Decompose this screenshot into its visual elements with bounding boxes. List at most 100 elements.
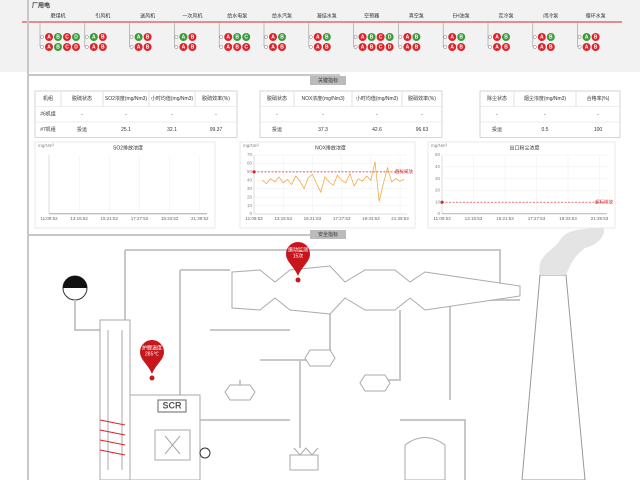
badge-letter: C bbox=[65, 45, 69, 51]
status-badge bbox=[457, 43, 466, 51]
status-badge bbox=[367, 33, 376, 41]
badge-letter: A bbox=[137, 45, 141, 51]
table-cell: 32.1 bbox=[167, 127, 177, 133]
data-line bbox=[262, 161, 405, 202]
table-cell: - bbox=[125, 112, 127, 118]
badge-letter: B bbox=[56, 35, 60, 41]
table-cell: - bbox=[544, 112, 546, 118]
limit-dot bbox=[440, 200, 444, 204]
table-cell: - bbox=[171, 112, 173, 118]
status-badge bbox=[582, 43, 591, 51]
badge-letter: A bbox=[540, 45, 544, 51]
badge-letter: A bbox=[361, 45, 365, 51]
table-cell: 25.1 bbox=[121, 127, 131, 133]
badge-letter: B bbox=[549, 45, 553, 51]
y-tick-label: 70 bbox=[247, 152, 253, 157]
x-tick-label: 11:09:53 bbox=[433, 216, 451, 221]
badge-letter: B bbox=[56, 45, 60, 51]
table-cell: 99.37 bbox=[210, 127, 223, 133]
status-badge bbox=[376, 33, 385, 41]
section-tag bbox=[310, 76, 346, 85]
x-tick-label: 19:33:53 bbox=[362, 216, 380, 221]
table-cell: 100 bbox=[594, 127, 603, 133]
status-badge bbox=[134, 43, 143, 51]
chart-title: 出口粉尘浓度 bbox=[509, 144, 539, 151]
table-header: NOX浓度(mg/Nm3) bbox=[301, 95, 344, 102]
badge-letter: A bbox=[406, 35, 410, 41]
y-tick-label: 60 bbox=[247, 161, 253, 166]
switch bbox=[84, 35, 89, 39]
badge-letter: B bbox=[459, 35, 463, 41]
table-header: 机组 bbox=[43, 95, 53, 102]
status-badge bbox=[278, 33, 286, 41]
badge-letter: B bbox=[459, 45, 463, 51]
table-cell: 投运 bbox=[77, 126, 87, 133]
y-tick-label: 50 bbox=[435, 152, 441, 157]
switch bbox=[308, 45, 313, 49]
table-cell: - bbox=[81, 112, 83, 118]
switch bbox=[264, 45, 268, 49]
x-tick-label: 15:21:53 bbox=[496, 216, 514, 221]
badge-letter: B bbox=[415, 45, 419, 51]
unit-name: 送风机 bbox=[140, 12, 155, 19]
status-badge bbox=[591, 33, 600, 41]
table bbox=[259, 90, 443, 138]
status-badge bbox=[412, 43, 421, 51]
y-tick-label: 20 bbox=[247, 194, 253, 199]
status-badge bbox=[45, 33, 53, 41]
badge-letter: D bbox=[74, 45, 78, 51]
limit-dot bbox=[252, 170, 256, 174]
switch bbox=[443, 35, 448, 39]
badge-letter: C bbox=[379, 45, 383, 51]
status-badge bbox=[179, 33, 188, 41]
status-badge bbox=[546, 33, 555, 41]
badge-letter: C bbox=[379, 35, 383, 41]
status-badge bbox=[502, 33, 510, 41]
table-cell: - bbox=[496, 112, 498, 118]
heater-coils bbox=[99, 419, 126, 456]
x-tick-label: 13:15:53 bbox=[274, 216, 292, 221]
status-badge bbox=[63, 43, 71, 51]
table-cell: 42.6 bbox=[372, 127, 382, 133]
status-badge bbox=[322, 43, 331, 51]
badge-letter: B bbox=[370, 45, 374, 51]
badge-letter: A bbox=[450, 35, 454, 41]
y-tick-label: 20 bbox=[435, 188, 441, 193]
heaters bbox=[224, 349, 391, 401]
switch bbox=[532, 45, 537, 49]
badge-letter: A bbox=[182, 45, 186, 51]
badge-letter: A bbox=[585, 35, 589, 41]
turbine bbox=[231, 265, 521, 315]
status-badge bbox=[89, 33, 98, 41]
y-tick-label: 0 bbox=[437, 211, 440, 216]
y-tick-label: 30 bbox=[435, 176, 441, 181]
scr-box bbox=[157, 399, 187, 413]
table-header: SO2浓度(mg/Nm3) bbox=[105, 95, 148, 102]
pin-title: 振动监测 bbox=[288, 246, 308, 253]
status-badge bbox=[591, 43, 600, 51]
y-tick-label: 50 bbox=[247, 169, 253, 174]
chart-title: SO2排放浓度 bbox=[113, 144, 143, 151]
status-badge bbox=[546, 43, 555, 51]
badge-letter: A bbox=[495, 35, 499, 41]
plant-diagram: SCR bbox=[62, 225, 605, 480]
table-header: 脱硝效率(%) bbox=[408, 95, 436, 102]
status-badge bbox=[45, 43, 53, 51]
table bbox=[479, 90, 621, 138]
x-tick-label: 19:33:52 bbox=[161, 216, 179, 221]
status-badge bbox=[224, 43, 233, 51]
table-cell: #7机组 bbox=[40, 126, 56, 133]
badge-letter: B bbox=[280, 35, 284, 41]
badge-letter: B bbox=[549, 35, 553, 41]
switch bbox=[129, 45, 134, 49]
switch bbox=[219, 35, 224, 39]
status-badge bbox=[224, 33, 233, 41]
x-tick-label: 13:15:52 bbox=[70, 216, 88, 221]
badge-letter: B bbox=[146, 45, 150, 51]
badge-letter: A bbox=[585, 45, 589, 51]
unit-name: 真空泵 bbox=[409, 12, 424, 19]
status-badge bbox=[493, 43, 501, 51]
pin-value: 15次 bbox=[293, 252, 304, 259]
